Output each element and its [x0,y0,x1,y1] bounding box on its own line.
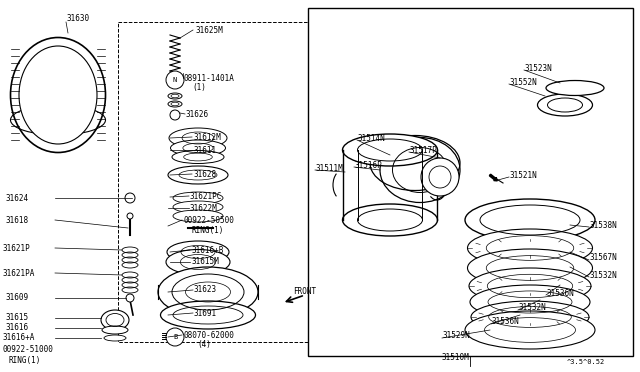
Text: 31511M: 31511M [316,164,344,173]
Text: 00922-50500: 00922-50500 [183,215,234,224]
Bar [118,22,308,342]
Ellipse shape [380,138,460,202]
Text: 31532N: 31532N [590,270,618,279]
Circle shape [126,294,134,302]
Ellipse shape [173,201,223,213]
Text: 31623: 31623 [194,285,217,295]
Ellipse shape [10,38,106,153]
Text: 31628: 31628 [193,170,216,179]
Text: (4): (4) [197,340,211,350]
Circle shape [166,328,184,346]
Text: B: B [173,334,177,340]
Ellipse shape [538,94,593,116]
Text: 31611: 31611 [193,145,216,154]
Text: 31616: 31616 [5,324,28,333]
Circle shape [127,213,133,219]
Text: 31612M: 31612M [193,132,221,141]
Text: 31516P: 31516P [355,160,383,170]
Ellipse shape [166,250,230,275]
Text: 31624: 31624 [5,193,28,202]
Text: 31621P: 31621P [2,244,29,253]
Text: 31517P: 31517P [410,145,438,154]
Text: 00922-51000: 00922-51000 [2,346,53,355]
Text: 31521N: 31521N [510,170,538,180]
Text: 31625M: 31625M [195,26,223,35]
Text: 31529N: 31529N [443,331,471,340]
Text: 31691: 31691 [194,308,217,317]
Ellipse shape [173,192,223,204]
Ellipse shape [102,326,128,334]
Text: 08911-1401A: 08911-1401A [184,74,235,83]
Text: 31523N: 31523N [525,64,553,73]
Text: 31616+A: 31616+A [2,334,35,343]
Text: 31621PC: 31621PC [190,192,222,201]
Circle shape [166,71,184,89]
Text: 31514N: 31514N [358,134,386,142]
Text: 31621PA: 31621PA [2,269,35,278]
Text: 31626: 31626 [186,109,209,119]
Ellipse shape [172,151,224,164]
Ellipse shape [467,249,593,287]
Text: 31615: 31615 [5,314,28,323]
Text: 31510M: 31510M [441,353,469,362]
Ellipse shape [173,210,223,222]
Text: RING(1): RING(1) [8,356,40,365]
Text: 31552N: 31552N [510,77,538,87]
Ellipse shape [467,229,593,267]
Text: 31630: 31630 [66,13,89,22]
Ellipse shape [101,310,129,330]
Ellipse shape [168,101,182,107]
Ellipse shape [469,268,591,304]
Text: 31615M: 31615M [191,257,219,266]
Text: 31538N: 31538N [590,221,618,230]
Ellipse shape [161,301,255,329]
Bar [308,8,633,356]
Ellipse shape [168,93,182,99]
Ellipse shape [170,140,225,156]
Ellipse shape [104,335,126,341]
Ellipse shape [158,267,258,317]
Ellipse shape [546,80,604,96]
Ellipse shape [342,204,438,236]
FancyArrow shape [490,174,497,181]
Ellipse shape [342,134,438,166]
Text: 31536N: 31536N [547,289,575,298]
Text: (1): (1) [192,83,206,92]
Text: ^3.5^0.52: ^3.5^0.52 [567,359,605,365]
Text: 08070-62000: 08070-62000 [183,330,234,340]
Text: 31609: 31609 [5,294,28,302]
Ellipse shape [465,311,595,349]
Ellipse shape [471,301,589,333]
Text: FRONT: FRONT [293,288,316,296]
Circle shape [125,193,135,203]
Ellipse shape [168,166,228,184]
Circle shape [170,110,180,120]
Ellipse shape [421,158,459,196]
Text: 31536N: 31536N [492,317,520,327]
Ellipse shape [465,199,595,241]
Ellipse shape [470,285,590,319]
Text: 31622M: 31622M [190,203,218,212]
Ellipse shape [169,128,227,148]
Text: 31532N: 31532N [519,304,547,312]
Ellipse shape [19,46,97,144]
Text: RING(1): RING(1) [192,225,225,234]
Text: N: N [173,77,177,83]
Text: 31616+B: 31616+B [191,246,223,254]
Text: 31618: 31618 [5,215,28,224]
Ellipse shape [167,241,229,263]
Text: 31567N: 31567N [590,253,618,263]
